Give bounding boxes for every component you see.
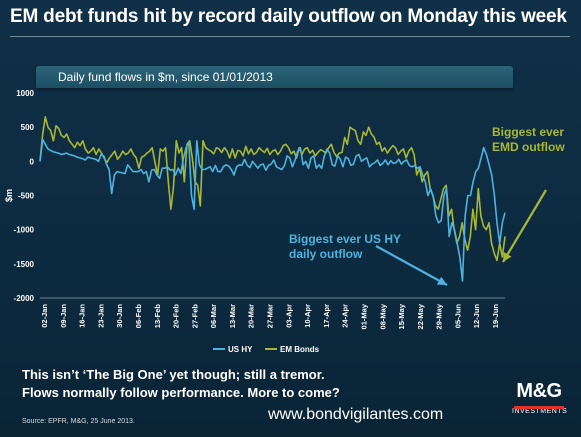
series-line-us-hy <box>39 138 506 282</box>
callout-arrows <box>375 189 547 286</box>
x-tick-label: 30-Jan <box>115 304 124 328</box>
logo-subtitle: INVESTMENTS <box>512 408 568 415</box>
x-tick-label: 17-Apr <box>322 304 331 328</box>
y-tick-label: -2000 <box>14 294 35 303</box>
x-tick-label: 13-Feb <box>153 304 162 329</box>
y-tick-label: 500 <box>21 123 35 132</box>
chart-title: Daily fund flows in $m, since 01/01/2013 <box>58 70 273 84</box>
x-tick-label: 03-Apr <box>284 304 293 328</box>
x-tick-label: 12-Jun <box>472 304 481 329</box>
y-tick-label: 1000 <box>16 89 34 98</box>
legend-label: EM Bonds <box>280 345 320 354</box>
page-title: EM debt funds hit by record daily outflo… <box>10 6 567 27</box>
x-tick-label: 06-Feb <box>134 304 143 329</box>
x-tick-label: 29-May <box>435 303 444 329</box>
x-tick-label: 19-Jun <box>491 304 500 329</box>
emd-arrow-head <box>503 251 512 262</box>
x-tick-label: 09-Jan <box>59 304 68 328</box>
footer-line-2: Flows normally follow performance. More … <box>22 385 340 400</box>
x-tick-label: 10-Apr <box>303 304 312 328</box>
logo-bar <box>514 406 564 409</box>
footer-line-1: This isn’t ‘The Big One’ yet though; sti… <box>22 367 325 382</box>
x-tick-label: 23-Jan <box>96 304 105 328</box>
website-link[interactable]: www.bondvigilantes.com <box>268 406 444 423</box>
series-line-em-bonds <box>39 116 506 262</box>
emd-arrow <box>502 189 547 263</box>
footer-commentary: This isn’t ‘The Big One’ yet though; sti… <box>22 366 422 402</box>
x-tick-label: 27-Mar <box>266 304 275 328</box>
us-hy-arrow <box>375 245 448 286</box>
y-tick-label: -1000 <box>14 226 35 235</box>
x-tick-label: 13-Mar <box>228 304 237 328</box>
us-hy-arrow-head <box>436 276 447 285</box>
chart-legend: US HY EM Bonds <box>213 345 320 354</box>
y-tick-label: -1500 <box>14 260 35 269</box>
y-tick-label: -500 <box>18 192 35 201</box>
x-tick-label: 01-May <box>359 303 368 329</box>
x-tick-label: 02-Jan <box>40 304 49 328</box>
x-tick-label: 15-May <box>397 303 406 329</box>
mg-logo: M&G INVESTMENTS <box>512 380 568 426</box>
us-hy-outflow-annotation: Biggest ever US HY daily outflow <box>289 232 401 261</box>
x-tick-label: 06-Mar <box>209 304 218 328</box>
series-layer <box>39 116 506 282</box>
x-tick-label: 24-Apr <box>341 304 350 328</box>
legend-label: US HY <box>228 345 253 354</box>
chart-banner <box>36 66 513 88</box>
source-note: Source: EPFR, M&G, 25 June 2013. <box>22 418 135 425</box>
y-axis-label: $m <box>4 189 14 202</box>
title-divider <box>10 36 570 37</box>
x-tick-label: 27-Feb <box>190 304 199 329</box>
x-tick-label: 22-May <box>416 303 425 329</box>
y-tick-label: 0 <box>30 157 35 166</box>
x-tick-label: 20-Mar <box>247 304 256 328</box>
x-tick-label: 05-Jun <box>453 304 462 329</box>
emd-outflow-annotation: Biggest ever EMD outflow <box>492 125 565 154</box>
x-tick-label: 08-May <box>378 303 387 329</box>
logo-wordmark: M&G <box>516 380 562 402</box>
y-axis: 1000 500 0 -500 -1000 -1500 -2000 $m <box>4 89 35 303</box>
x-tick-label: 16-Jan <box>78 304 87 328</box>
x-axis: 02-Jan 09-Jan 16-Jan 23-Jan 30-Jan 06-Feb 13-F… <box>40 297 505 329</box>
x-tick-label: 20-Feb <box>172 304 181 329</box>
